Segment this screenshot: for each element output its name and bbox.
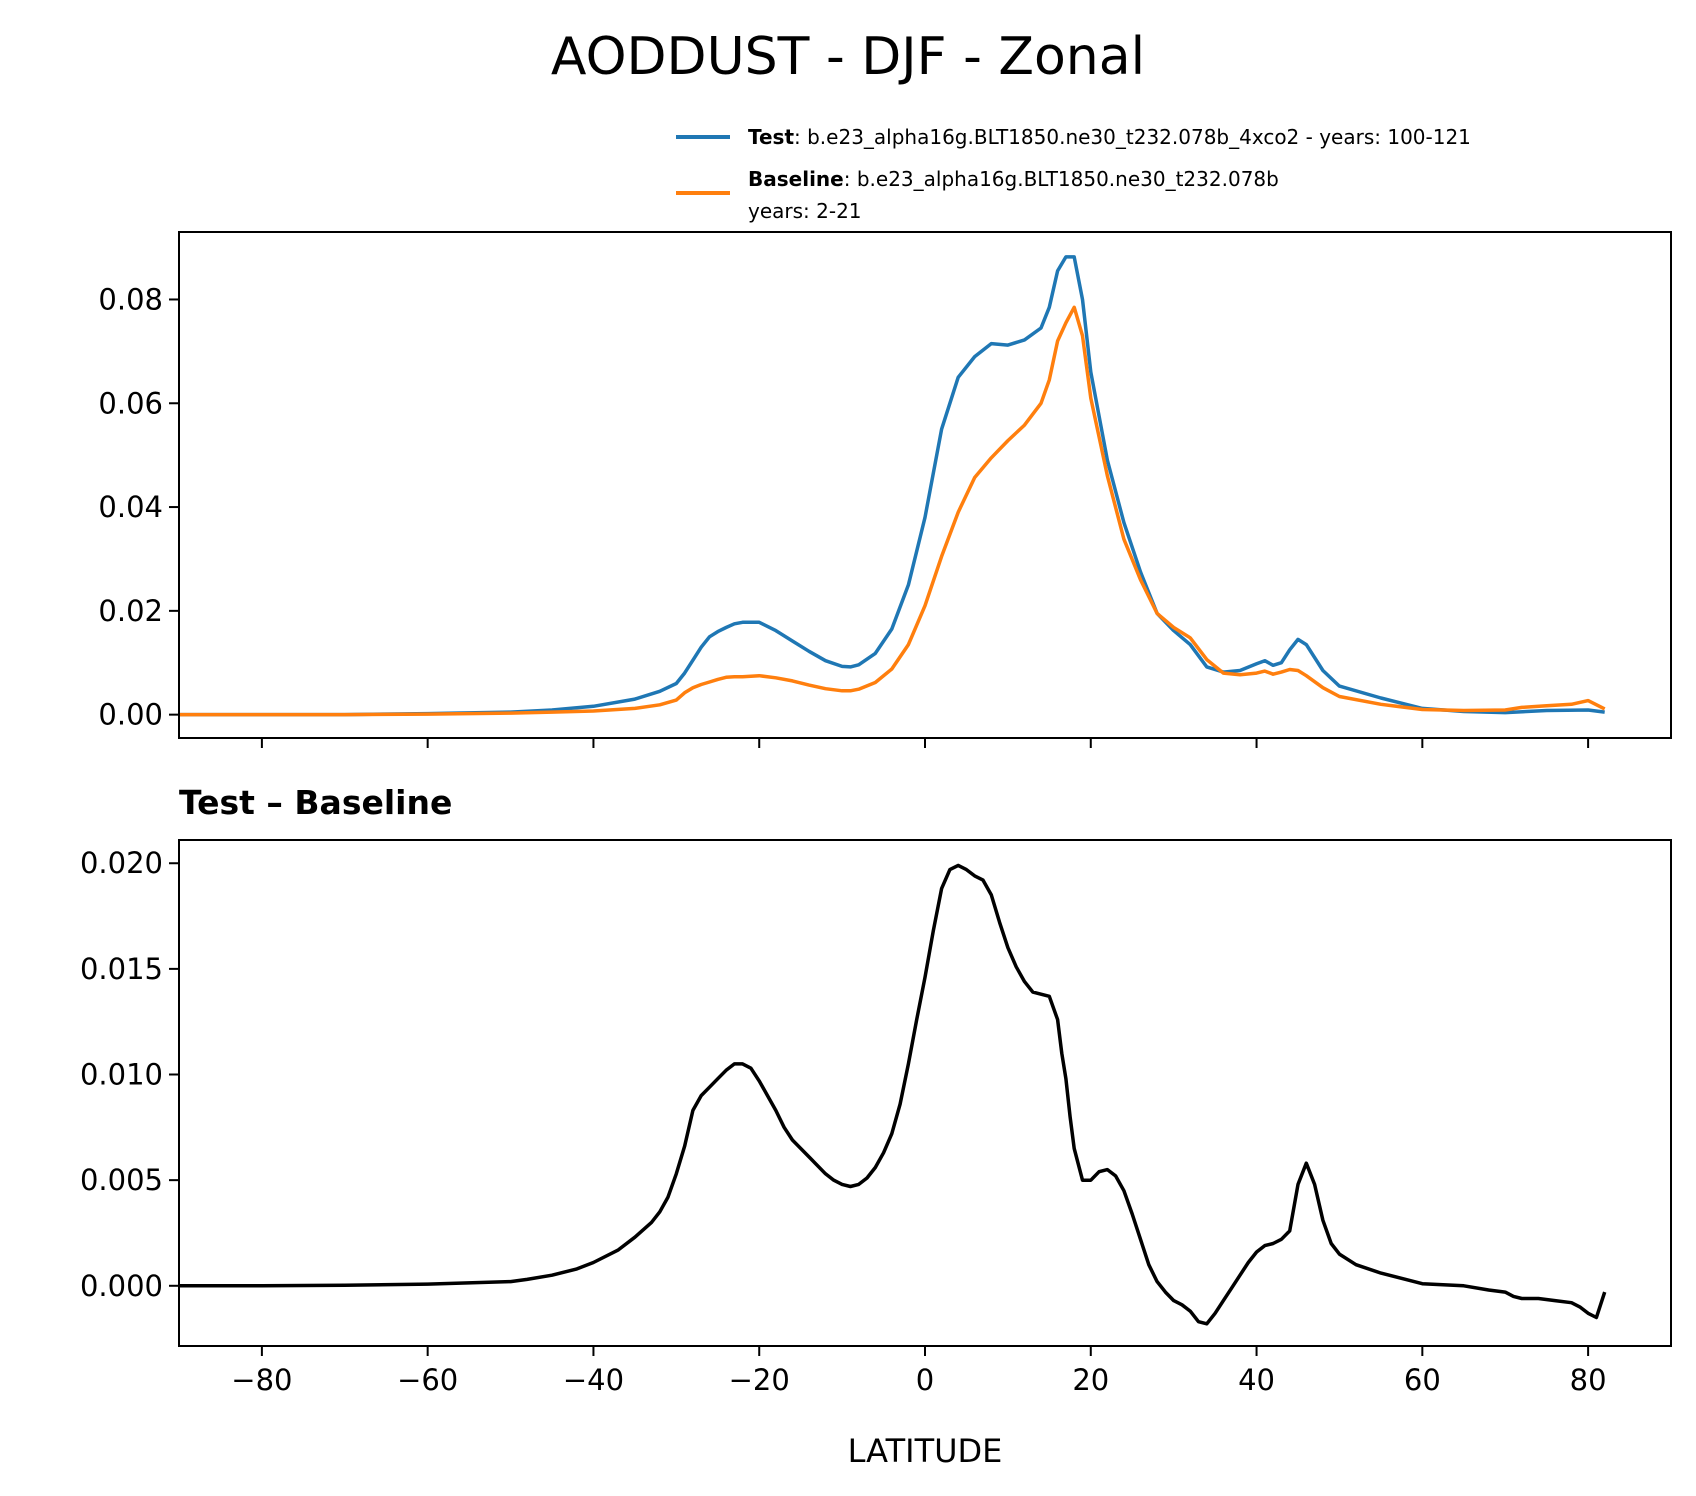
difference-panel: 0.000 0.005 0.010 0.015 0.020 −80 −60 −40 −20 0 20… (80, 839, 1672, 1397)
top-ytick-label: 0.00 (98, 698, 163, 732)
diff-ytick-label: 0.020 (80, 846, 163, 880)
legend-name-baseline: Baseline (748, 167, 844, 191)
diff-xtick-label: −60 (397, 1363, 458, 1397)
diff-ytick-label: 0.000 (80, 1269, 163, 1303)
top-ytick-label: 0.02 (98, 594, 163, 628)
legend-desc-baseline: : b.e23_alpha16g.BLT1850.ne30_t232.078b (844, 167, 1279, 191)
legend-label-baseline: Baseline: b.e23_alpha16g.BLT1850.ne30_t2… (748, 167, 1279, 191)
diff-ytick-label: 0.010 (80, 1058, 163, 1092)
legend-desc2-baseline: years: 2-21 (748, 199, 862, 223)
top-ytick-label: 0.04 (98, 490, 163, 524)
diff-xtick-label: −40 (563, 1363, 624, 1397)
diff-xtick-label: 20 (1072, 1363, 1109, 1397)
top-series-line-test (179, 255, 1605, 717)
x-axis-label: LATITUDE (848, 1432, 1003, 1470)
figure-title: AODDUST - DJF - Zonal (551, 27, 1145, 87)
legend-name-test: Test (748, 125, 794, 149)
diff-xtick-label: −80 (231, 1363, 292, 1397)
legend-desc-test: : b.e23_alpha16g.BLT1850.ne30_t232.078b_… (794, 125, 1471, 149)
legend-entry-baseline: Baseline: b.e23_alpha16g.BLT1850.ne30_t2… (676, 167, 1279, 223)
legend-entry-test: Test: b.e23_alpha16g.BLT1850.ne30_t232.0… (676, 125, 1471, 149)
diff-xtick-label: 40 (1238, 1363, 1275, 1397)
difference-panel-title: Test – Baseline (179, 783, 452, 822)
diff-xtick-label: 80 (1570, 1363, 1607, 1397)
diff-xtick-label: −20 (729, 1363, 790, 1397)
diff-xtick-label: 60 (1404, 1363, 1441, 1397)
legend: Test: b.e23_alpha16g.BLT1850.ne30_t232.0… (676, 125, 1471, 223)
diff-series-line-difference (179, 863, 1607, 1326)
diff-ytick-label: 0.005 (80, 1163, 163, 1197)
top-ytick-label: 0.06 (98, 386, 163, 420)
diff-ytick-label: 0.015 (80, 952, 163, 986)
top-series-line-baseline (179, 305, 1606, 717)
top-ytick-label: 0.08 (98, 282, 163, 316)
diff-axes-frame (178, 839, 1672, 1347)
diff-xtick-label: 0 (916, 1363, 934, 1397)
top-axes-frame (178, 231, 1672, 739)
top-panel: 0.00 0.02 0.04 0.06 0.08 (98, 231, 1672, 748)
legend-label-test: Test: b.e23_alpha16g.BLT1850.ne30_t232.0… (748, 125, 1471, 149)
